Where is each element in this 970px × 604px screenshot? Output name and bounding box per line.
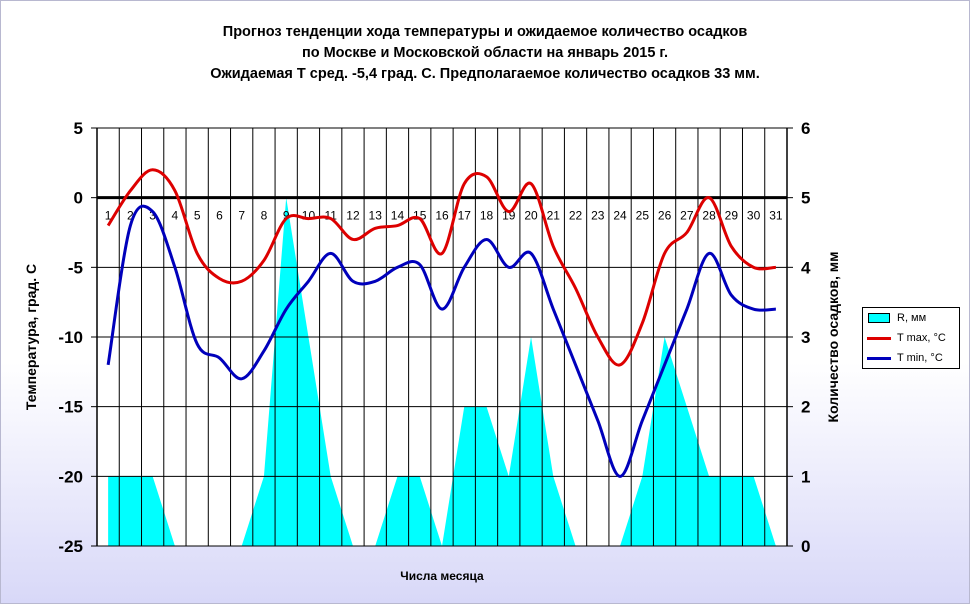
x-tick-label: 2 [127,209,134,223]
y-right-tick-label: 4 [801,258,811,277]
y-left-tick-label: -20 [58,467,83,486]
x-tick-label: 17 [458,209,472,223]
y-left-tick-label: 5 [74,119,83,138]
legend-swatch-tmax [867,336,891,340]
y-right-tick-label: 3 [801,328,810,347]
x-tick-label: 10 [302,209,316,223]
grid-lines [96,127,788,547]
y-right-tick-label: 1 [801,467,810,486]
x-tick-label: 29 [725,209,739,223]
x-tick-label: 14 [391,209,405,223]
y-left-tick-label: -25 [58,537,83,556]
x-tick-label: 20 [524,209,538,223]
x-tick-label: 19 [502,209,516,223]
tmin-line [106,204,776,478]
legend-label-tmin: T min, °C [897,352,943,364]
legend-label-precip: R, мм [897,312,927,324]
x-tick-label: 6 [216,209,223,223]
x-tick-label: 12 [346,209,360,223]
y-right-tick-label: 0 [801,537,810,556]
x-tick-label: 26 [658,209,672,223]
tmax-line [106,168,776,367]
legend-item-tmax: T max, °C [867,330,946,346]
y-axis-left-label: Температура, град. С [23,264,39,410]
x-tick-label: 3 [149,209,156,223]
x-tick-label: 24 [613,209,627,223]
title-line-1: Прогноз тенденции хода температуры и ожи… [222,24,748,40]
temperature-lines [106,168,776,478]
x-tick-label: 22 [569,209,583,223]
y-axis-right-label: Количество осадков, мм [825,252,841,423]
x-tick-label: 25 [636,209,650,223]
title-line-3: Ожидаемая Т сред. -5,4 град. С. Предпола… [210,66,760,82]
x-tick-label: 16 [435,209,449,223]
x-tick-label: 5 [194,209,201,223]
y-left-tick-label: -5 [68,258,83,277]
x-tick-label: 13 [369,209,383,223]
x-tick-label: 15 [413,209,427,223]
x-tick-label: 28 [702,209,716,223]
x-tick-label: 27 [680,209,694,223]
x-tick-label: 21 [547,209,561,223]
legend: R, мм T max, °C T min, °C [862,307,960,369]
x-tick-label: 8 [261,209,268,223]
x-tick-label: 1 [105,209,112,223]
y-left-tick-label: -10 [58,328,83,347]
y-right-tick-label: 5 [801,189,810,208]
title-line-2: по Москве и Московской области на январь… [301,45,669,61]
y-right-tick-label: 2 [801,398,810,417]
x-axis-label: Числа месяца [400,569,484,583]
legend-swatch-precip [868,313,890,323]
y-left-tick-label: -15 [58,398,83,417]
x-tick-label: 31 [769,209,783,223]
x-tick-label: 9 [283,209,290,223]
x-tick-label: 4 [172,209,179,223]
legend-item-tmin: T min, °C [867,350,943,366]
legend-label-tmax: T max, °C [897,332,946,344]
chart-title: Прогноз тенденции хода температуры и ожи… [0,22,970,85]
x-tick-label: 30 [747,209,761,223]
x-tick-label: 23 [591,209,605,223]
legend-item-precip: R, мм [867,310,926,326]
y-right-tick-label: 6 [801,119,810,138]
legend-swatch-tmin [867,356,891,360]
x-tick-label: 7 [238,209,245,223]
y-left-tick-label: 0 [74,189,83,208]
x-tick-label: 18 [480,209,494,223]
